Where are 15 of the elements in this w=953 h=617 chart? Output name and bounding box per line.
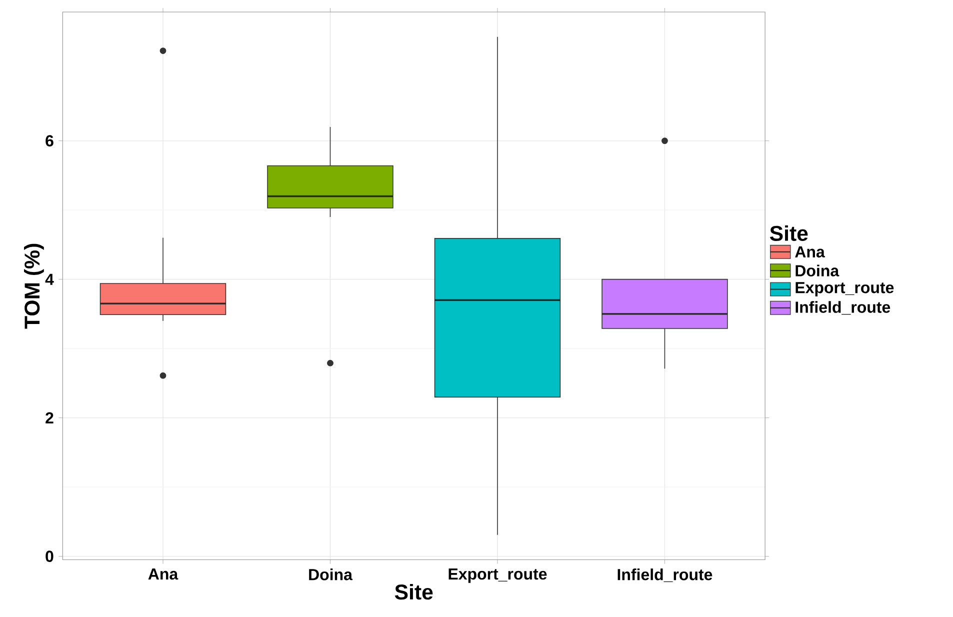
y-tick-label: 6 [46, 135, 54, 146]
y-axis-title: TOM (%) [24, 244, 44, 329]
legend-title: Site [770, 225, 808, 241]
legend-label: Export_route [796, 282, 894, 296]
x-axis-title: Site [394, 584, 433, 600]
y-tick-label: 0 [46, 550, 54, 562]
x-tick-label: Infield_route [618, 568, 712, 582]
y-tick-label: 2 [46, 412, 54, 424]
y-tick-label: 4 [45, 274, 54, 285]
legend-label: Infield_route [796, 301, 890, 315]
legend-label: Ana [795, 246, 825, 258]
x-tick-label: Ana [148, 568, 178, 580]
x-tick-label: Doina [309, 568, 353, 580]
legend-label: Doina [796, 264, 840, 276]
x-tick-label: Export_route [448, 568, 547, 583]
